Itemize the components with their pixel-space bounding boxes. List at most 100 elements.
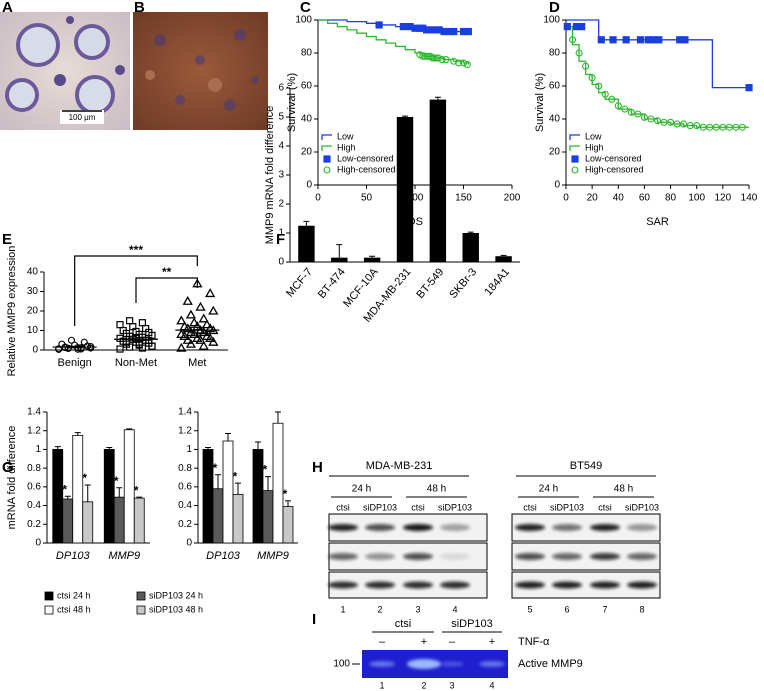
marker	[442, 56, 450, 64]
marker	[597, 36, 605, 44]
marker	[578, 23, 586, 31]
scale-bar-label: 100 μm	[69, 113, 96, 122]
marker	[681, 36, 689, 44]
bar	[252, 449, 264, 544]
marker	[627, 108, 635, 116]
marker	[680, 120, 688, 128]
marker	[609, 36, 617, 44]
y-tick-label: 0	[186, 538, 192, 549]
bar	[113, 496, 125, 544]
marker	[582, 62, 590, 70]
error-bar	[285, 500, 291, 507]
marker	[125, 317, 134, 325]
x-axis-label: SAR	[646, 216, 669, 228]
marker	[738, 123, 747, 131]
blot-band	[440, 553, 470, 560]
marker	[423, 26, 431, 34]
legend-label: Low	[337, 131, 354, 141]
legend-label: Low-censored	[337, 153, 394, 163]
marker	[636, 36, 645, 44]
blot-band	[515, 524, 545, 531]
marker	[595, 82, 603, 90]
marker	[463, 61, 471, 69]
significance-label: *	[62, 482, 67, 496]
legend-swatch	[321, 145, 332, 151]
condition-label: ctsi	[411, 502, 425, 512]
x-tick-label: MMP9	[108, 550, 140, 562]
blot-band	[328, 524, 358, 531]
y-tick-label: 3	[278, 170, 284, 181]
significance-label: *	[233, 469, 238, 483]
y-tick-label: 1.2	[27, 425, 41, 436]
panel-letter: A	[2, 0, 13, 16]
blot-band	[403, 553, 433, 560]
bar	[62, 498, 74, 544]
cell-line-label: BT549	[570, 460, 602, 472]
legend-swatch	[569, 145, 580, 151]
condition-label: ctsi	[598, 502, 612, 512]
marker	[745, 84, 753, 92]
lane-number: 6	[564, 604, 569, 614]
bar	[462, 233, 479, 262]
y-tick-label: 20	[27, 306, 39, 317]
y-tick-label: 0.2	[178, 519, 192, 530]
marker	[601, 90, 609, 98]
x-tick-label: 150	[455, 193, 472, 204]
bar	[396, 117, 414, 262]
gel-band	[369, 661, 395, 667]
blot-strip	[511, 571, 661, 599]
marker	[201, 319, 213, 329]
significance-label: *	[82, 471, 87, 485]
x-tick-label: 100	[407, 193, 424, 204]
sem-bar	[128, 337, 144, 342]
blot-band	[403, 524, 433, 531]
legend-label: Low-censored	[585, 153, 642, 163]
marker	[205, 332, 216, 342]
marker	[640, 113, 648, 121]
significance-label: *	[283, 487, 288, 501]
group-label: siDP103	[451, 618, 493, 630]
marker	[67, 336, 76, 344]
x-tick-label: DP103	[206, 550, 241, 562]
legend-swatch	[136, 605, 146, 615]
condition-label: siDP103	[363, 502, 397, 512]
error-bar	[64, 495, 71, 500]
error-bar	[74, 432, 81, 436]
marker	[198, 313, 209, 323]
x-tick-label: 0	[563, 193, 569, 204]
bar	[212, 488, 224, 544]
bar	[123, 429, 135, 544]
treatment-label: +	[421, 636, 427, 648]
blot-band	[627, 524, 657, 531]
error-bar	[235, 482, 241, 495]
y-tick-label: 4	[278, 141, 284, 152]
error-bar	[303, 220, 310, 226]
error-bar	[136, 496, 143, 499]
legend-swatch	[323, 166, 331, 174]
x-tick-label: Met	[188, 357, 206, 369]
x-tick-label: MMP9	[257, 550, 289, 562]
lane-number: 7	[602, 604, 607, 614]
lane-number: 1	[340, 604, 345, 614]
y-axis-label: mRNA fold difference	[6, 426, 18, 530]
marker	[116, 334, 124, 342]
x-tick-label: 120	[715, 193, 732, 204]
legend-label: Low	[585, 131, 602, 141]
bar	[82, 501, 94, 544]
y-tick-label: 1.4	[27, 407, 41, 418]
y-tick-label: 100	[543, 15, 560, 26]
error-bar	[402, 115, 408, 117]
significance-label: *	[213, 461, 218, 475]
marker	[575, 49, 583, 57]
legend-swatch	[44, 605, 54, 615]
legend-swatch	[136, 591, 146, 601]
marker	[176, 315, 187, 325]
marker	[693, 122, 701, 130]
y-tick-label: 1	[186, 444, 192, 455]
legend-label: High	[337, 142, 356, 152]
marker	[116, 321, 124, 329]
y-tick-label: 0	[35, 538, 41, 549]
y-tick-label: 1.4	[178, 407, 192, 418]
treatment-label: –	[449, 636, 456, 648]
marker	[614, 102, 622, 110]
